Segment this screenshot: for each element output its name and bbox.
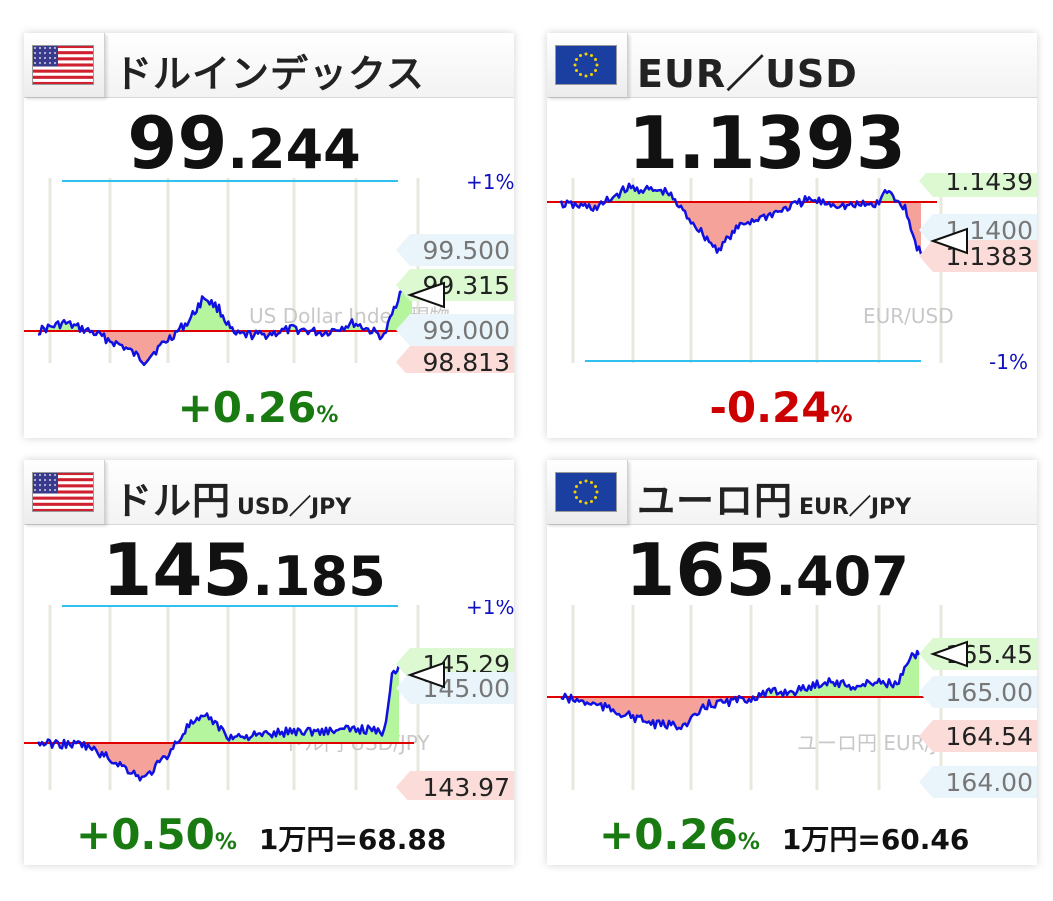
price-tag-label: 98.813 xyxy=(423,348,510,373)
eu-flag-icon xyxy=(555,472,617,512)
current-price: 145.185 xyxy=(24,528,464,612)
title-text: ドルインデックス xyxy=(114,52,425,96)
price-tag-label: 99.000 xyxy=(423,316,510,345)
price-line xyxy=(559,182,923,255)
band-label: +1% xyxy=(466,173,514,194)
price-tag xyxy=(919,240,1037,272)
price-tag xyxy=(919,720,1037,752)
band-label: +1% xyxy=(466,600,514,619)
price-tag xyxy=(396,771,514,800)
flag-tab xyxy=(24,460,105,524)
conversion-text: 1万円=68.88 xyxy=(258,823,447,856)
band-label: -1% xyxy=(989,350,1028,373)
price-tag-label: 165.00 xyxy=(946,678,1033,707)
change-row: +0.50% 1万円=68.88 xyxy=(24,810,446,859)
change-unit: % xyxy=(214,830,237,855)
price-integer: 145 xyxy=(102,528,253,612)
change-value: +0.26 xyxy=(599,810,738,859)
price-tag xyxy=(396,314,514,346)
price-tag xyxy=(396,346,514,373)
area-above-base xyxy=(561,183,921,202)
us-flag-icon xyxy=(32,472,94,512)
title-text: ユーロ円 xyxy=(637,479,794,523)
title-text: ドル円 xyxy=(114,479,232,523)
price-tag xyxy=(919,173,1037,197)
area-below-base xyxy=(561,202,921,254)
flag-tab xyxy=(547,33,628,97)
area-below-base xyxy=(561,697,919,730)
change-value: -0.24 xyxy=(709,383,831,432)
change-unit: % xyxy=(830,403,853,428)
price-tag-label: 1.1439 xyxy=(946,173,1033,196)
current-price: 165.407 xyxy=(547,528,987,612)
price-tag xyxy=(919,638,1037,670)
price-tag-label: 143.97 xyxy=(423,773,510,800)
conversion-text: 1万円=60.46 xyxy=(781,823,970,856)
price-decimal: .407 xyxy=(775,545,909,608)
price-decimal: .185 xyxy=(252,545,386,608)
current-price-marker xyxy=(406,661,445,689)
price-tag-label: 99.500 xyxy=(423,236,510,265)
panel-title: ドル円 USD／JPY xyxy=(114,470,351,525)
eu-flag-icon xyxy=(555,45,617,85)
title-text: EUR／USD xyxy=(637,52,858,96)
current-price-marker xyxy=(929,227,968,255)
price-tag-label: 164.54 xyxy=(946,722,1033,751)
price-integer: 165 xyxy=(625,528,776,612)
area-below-base xyxy=(38,331,412,365)
change-row: +0.26% xyxy=(24,383,514,432)
quote-panel-eur-jpy[interactable]: ユーロ円 EUR／JPY 165.407 ユーロ円 EUR/JPY 165.45 16… xyxy=(547,460,1037,865)
change-row: -0.24% xyxy=(547,383,1037,432)
change-unit: % xyxy=(737,830,760,855)
chart-watermark: EUR/USD xyxy=(863,304,954,328)
flag-tab xyxy=(547,460,628,524)
area-above-base xyxy=(38,665,399,743)
current-price: 1.1393 xyxy=(547,101,987,185)
price-tag xyxy=(919,676,1037,708)
price-integer: 1.1393 xyxy=(628,101,906,185)
change-unit: % xyxy=(316,403,339,428)
current-price-marker xyxy=(406,281,445,309)
panel-header: EUR／USD xyxy=(547,33,1037,98)
current-price: 99.244 xyxy=(24,101,464,185)
panel-header: ドル円 USD／JPY xyxy=(24,460,514,525)
subtitle-text: USD／JPY xyxy=(237,495,352,520)
price-line xyxy=(560,649,921,731)
change-value: +0.26 xyxy=(177,383,317,432)
price-tag-label: 164.00 xyxy=(946,768,1033,797)
price-line xyxy=(37,277,414,367)
change-value: +0.50 xyxy=(76,810,215,859)
current-price-marker xyxy=(929,640,968,668)
panel-title: EUR／USD xyxy=(637,43,864,98)
quote-panel-eur-usd[interactable]: EUR／USD 1.1393 -1% EUR/USD 1.1439 1.1400 1.1… xyxy=(547,33,1037,438)
price-tag xyxy=(396,234,514,266)
price-line xyxy=(36,664,401,782)
price-integer: 99 xyxy=(127,101,228,185)
panel-header: ドルインデックス xyxy=(24,33,514,98)
quote-panel-dollar-index[interactable]: ドルインデックス 99.244 +1% US Dollar Index 現物 99.… xyxy=(24,33,514,438)
panel-header: ユーロ円 EUR／JPY xyxy=(547,460,1037,525)
area-above-base xyxy=(561,651,919,697)
subtitle-text: EUR／JPY xyxy=(799,495,912,520)
price-chart: +1%US Dollar Index 現物99.50099.31599.0009… xyxy=(24,173,514,373)
panel-title: ユーロ円 EUR／JPY xyxy=(637,470,911,525)
price-tag xyxy=(919,766,1037,798)
flag-tab xyxy=(24,33,105,97)
us-flag-icon xyxy=(32,45,94,85)
panel-title: ドルインデックス xyxy=(114,43,431,98)
price-decimal: .244 xyxy=(227,118,361,181)
change-row: +0.26% 1万円=60.46 xyxy=(547,810,969,859)
